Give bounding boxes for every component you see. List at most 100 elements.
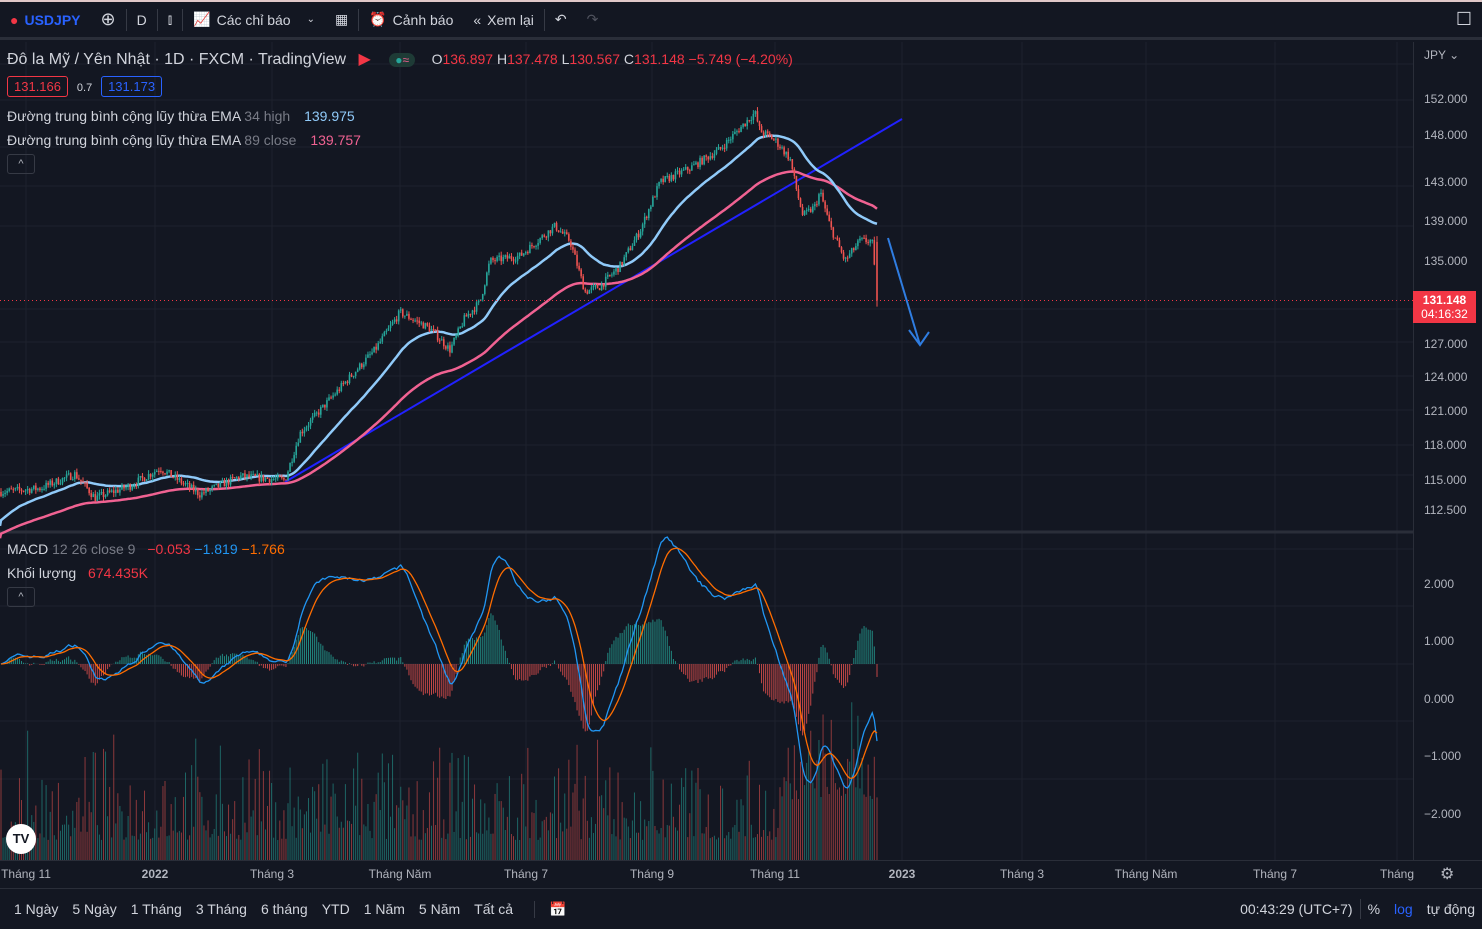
- interval-button[interactable]: D: [136, 11, 147, 28]
- volume-bar: [355, 805, 357, 860]
- macd-histogram-bar: [27, 663, 29, 664]
- volume-bar: [525, 826, 527, 860]
- macd-histogram-bar: [271, 664, 273, 670]
- macd-histogram-bar: [383, 658, 385, 664]
- tradingview-logo[interactable]: TV: [6, 824, 36, 854]
- volume-bar: [556, 838, 558, 860]
- compare-dates-icon[interactable]: 📅: [534, 900, 573, 918]
- price-axis[interactable]: JPY ⌄ 152.000 148.000 143.000 139.000 135.00…: [1413, 42, 1482, 860]
- indicators-button[interactable]: 📈 Các chỉ báo ⌄: [193, 11, 315, 28]
- range-button[interactable]: Tất cả: [474, 901, 514, 917]
- volume-bar: [609, 767, 611, 860]
- candle: [119, 489, 121, 493]
- macd-histogram-bar: [21, 661, 22, 664]
- settings-gear-icon[interactable]: ⚙: [1440, 866, 1455, 883]
- volume-bar: [814, 788, 816, 860]
- range-button[interactable]: YTD: [321, 901, 350, 917]
- main-legend: Đô la Mỹ / Yên Nhật · 1D · FXCM · Tradin…: [7, 51, 793, 68]
- range-button[interactable]: 5 Năm: [418, 901, 461, 917]
- candle: [748, 120, 751, 122]
- volume-bar: [164, 780, 166, 860]
- macd-histogram-bar: [541, 664, 543, 668]
- time-axis[interactable]: ⚙ Tháng 11 2022 Tháng 3 Tháng Năm Tháng 7 Thá…: [0, 860, 1482, 888]
- volume-bar: [172, 830, 174, 860]
- volume-bar: [648, 820, 650, 860]
- macd-histogram-bar: [642, 624, 644, 664]
- ema34-legend[interactable]: Đường trung bình cộng lũy thừa EMA 34 hi…: [7, 108, 355, 124]
- collapse-legend-button[interactable]: ^: [7, 154, 35, 174]
- macd-histogram-bar: [133, 657, 135, 664]
- ema89-legend[interactable]: Đường trung bình cộng lũy thừa EMA 89 cl…: [7, 132, 361, 148]
- volume-bar: [381, 753, 383, 860]
- candle: [162, 471, 164, 474]
- chart-type-button[interactable]: ⫾: [158, 2, 182, 37]
- buy-button[interactable]: 131.173: [101, 76, 163, 97]
- range-button[interactable]: 1 Ngày: [14, 901, 59, 917]
- sell-button[interactable]: 131.166: [7, 76, 68, 97]
- range-button[interactable]: 1 Năm: [363, 901, 405, 917]
- redo-button[interactable]: ↷: [577, 2, 609, 37]
- range-button[interactable]: 3 Tháng: [195, 901, 247, 917]
- volume-bar: [428, 792, 430, 860]
- volume-bar: [715, 839, 717, 860]
- volume-bar: [320, 831, 322, 860]
- range-button[interactable]: 6 tháng: [260, 901, 308, 917]
- chart-canvas[interactable]: [0, 42, 1413, 860]
- macd-histogram-bar: [508, 662, 510, 664]
- clock[interactable]: 00:43:29 (UTC+7): [1240, 901, 1353, 917]
- macd-histogram-bar: [625, 626, 627, 664]
- candle: [293, 455, 295, 462]
- volume-legend[interactable]: Khối lượng 674.435K: [7, 565, 148, 581]
- macd-histogram-bar: [650, 622, 652, 664]
- volume-bar: [677, 830, 678, 860]
- macd-histogram-bar: [871, 630, 873, 664]
- auto-toggle[interactable]: tự động: [1426, 901, 1475, 917]
- macd-histogram-bar: [72, 661, 74, 664]
- volume-bar: [496, 783, 498, 860]
- percent-toggle[interactable]: %: [1367, 901, 1381, 917]
- volume-bar: [549, 812, 551, 860]
- candle: [807, 208, 810, 211]
- candle: [63, 477, 66, 479]
- macd-histogram-bar: [262, 664, 264, 669]
- volume-bar: [357, 752, 359, 860]
- volume-bar: [47, 839, 49, 860]
- macd-histogram-bar: [297, 635, 299, 664]
- log-toggle[interactable]: log: [1394, 901, 1413, 917]
- candle: [424, 323, 427, 329]
- fullscreen-button[interactable]: ☐: [1446, 2, 1482, 37]
- replay-button[interactable]: «Xem lại: [473, 11, 534, 28]
- macd-histogram-bar: [802, 664, 804, 736]
- candle: [0, 491, 2, 496]
- macd-histogram-bar: [414, 664, 416, 687]
- macd-histogram-bar: [334, 659, 336, 664]
- candle: [555, 222, 558, 231]
- templates-button[interactable]: ▦: [325, 2, 358, 37]
- collapse-pane-button[interactable]: ^: [7, 587, 35, 607]
- candle: [859, 238, 861, 241]
- add-symbol-button[interactable]: ⊕: [91, 2, 126, 37]
- range-button[interactable]: 5 Ngày: [72, 901, 117, 917]
- macd-legend[interactable]: MACD 12 26 close 9 −0.053 −1.819 −1.766: [7, 541, 285, 557]
- currency-dropdown[interactable]: JPY ⌄: [1424, 48, 1460, 62]
- candle: [744, 123, 746, 127]
- volume-bar: [578, 810, 580, 860]
- symbol-button[interactable]: ● USDJPY: [10, 11, 81, 28]
- candle: [498, 255, 500, 257]
- volume-bar: [508, 776, 510, 860]
- macd-histogram-bar: [344, 662, 346, 664]
- macd-histogram-bar: [107, 664, 109, 670]
- chart-area[interactable]: [0, 42, 1413, 860]
- macd-histogram-bar: [98, 664, 100, 680]
- alerts-button[interactable]: ⏰ Cảnh báo: [369, 11, 454, 28]
- undo-button[interactable]: ↶: [545, 2, 577, 37]
- volume-bar: [629, 838, 631, 860]
- macd-histogram-bar: [431, 664, 432, 695]
- macd-histogram-bar: [480, 637, 482, 664]
- range-button[interactable]: 1 Tháng: [130, 901, 182, 917]
- candle: [35, 485, 37, 490]
- macd-histogram-bar: [117, 661, 119, 664]
- macd-histogram-bar: [564, 664, 566, 678]
- macd-histogram-bar: [115, 661, 117, 664]
- candle: [766, 131, 769, 134]
